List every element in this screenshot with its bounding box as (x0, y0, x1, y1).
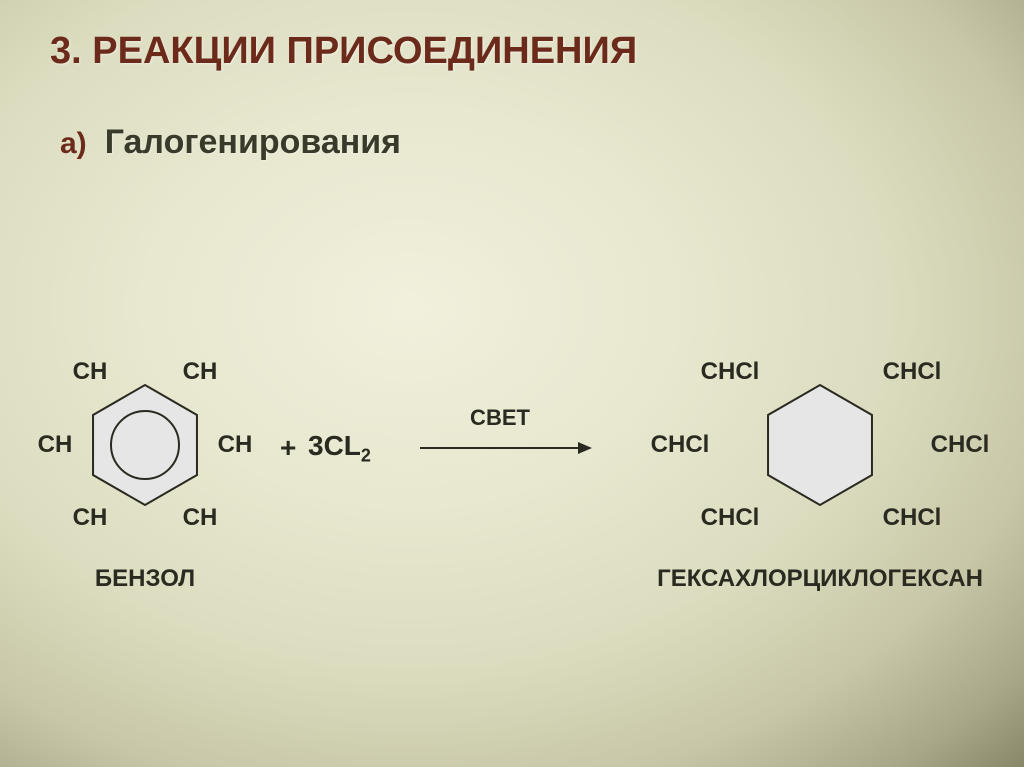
reaction-arrow (420, 447, 590, 449)
molecule-name: ГЕКСАХЛОРЦИКЛОГЕКСАН (657, 565, 983, 593)
atom-label: CHCl (701, 358, 760, 386)
atom-label: CHCl (931, 431, 990, 459)
hexagon-icon (670, 315, 970, 575)
reagent: 3CL2 (308, 430, 371, 467)
atom-label: СН (73, 504, 108, 532)
atom-label: СН (183, 358, 218, 386)
atom-label: СН (183, 504, 218, 532)
atom-label: СН (73, 358, 108, 386)
slide-content: 3. РЕАКЦИИ ПРИСОЕДИНЕНИЯ а) Галогенирова… (0, 0, 1024, 162)
molecule-name: БЕНЗОЛ (95, 565, 195, 593)
atom-label: CHCl (883, 358, 942, 386)
reaction-condition: СВЕТ (470, 405, 530, 431)
reaction-diagram: СН СН СН СН СН СН БЕНЗОЛ + 3CL2 СВЕТ CHCl CHCl C… (0, 330, 1024, 630)
atom-label: CHCl (651, 431, 710, 459)
reagent-formula: 3CL (308, 430, 361, 461)
atom-label: CHCl (701, 504, 760, 532)
subtitle-text: Галогенирования (105, 123, 401, 162)
subtitle-letter: а) (60, 127, 87, 161)
atom-label: СН (38, 431, 73, 459)
atom-label: CHCl (883, 504, 942, 532)
atom-label: СН (218, 431, 253, 459)
slide-title: 3. РЕАКЦИИ ПРИСОЕДИНЕНИЯ (0, 0, 1024, 73)
subtitle-row: а) Галогенирования (0, 73, 1024, 162)
reagent-subscript: 2 (361, 446, 371, 466)
plus-sign: + (280, 432, 296, 464)
